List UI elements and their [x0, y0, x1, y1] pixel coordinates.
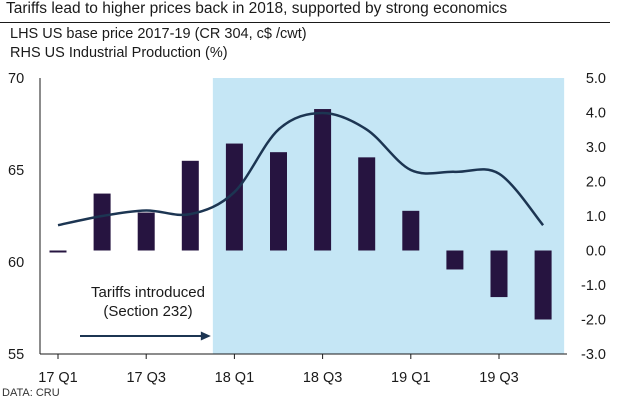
- right-tick-label: 1.0: [586, 209, 606, 225]
- bar-ip-2017-04: [93, 193, 111, 251]
- annotation-arrow-head: [200, 331, 211, 341]
- left-tick-label: 60: [8, 255, 24, 271]
- right-tick-label: 2.0: [586, 175, 606, 191]
- data-source: DATA: CRU: [2, 387, 60, 399]
- legend-rhs: RHS US Industrial Production (%): [10, 45, 228, 61]
- x-tick-label: 18 Q3: [303, 370, 343, 386]
- x-tick-label: 19 Q1: [391, 370, 431, 386]
- left-tick-label: 65: [8, 163, 24, 179]
- x-tick-label: 18 Q1: [215, 370, 255, 386]
- annotation-text: Tariffs introduced: [91, 284, 205, 301]
- chart-title: Tariffs lead to higher prices back in 20…: [6, 0, 508, 17]
- bar-ip-2017-10: [181, 160, 199, 251]
- left-tick-label: 70: [8, 71, 24, 87]
- right-tick-label: 4.0: [586, 106, 606, 122]
- bar-ip-2019-07: [490, 250, 508, 298]
- bar-ip-2019-01: [402, 210, 420, 251]
- bar-ip-2018-07: [314, 109, 332, 251]
- right-tick-label: 0.0: [586, 244, 606, 260]
- price-line: [57, 111, 545, 227]
- bar-ip-2018-10: [358, 157, 376, 251]
- left-tick-label: 55: [8, 347, 24, 363]
- bar-ip-2017-07: [137, 212, 155, 251]
- title-divider: [0, 22, 610, 23]
- bar-ip-2018-04: [270, 152, 287, 251]
- x-tick-label: 19 Q3: [479, 370, 519, 386]
- tariff-shaded-region: [212, 78, 565, 354]
- bar-ip-2019-10: [534, 250, 552, 320]
- right-tick-label: -2.0: [581, 313, 606, 329]
- right-tick-label: -3.0: [581, 347, 606, 363]
- right-tick-label: 3.0: [586, 140, 606, 156]
- bar-ip-2018-01: [225, 143, 243, 251]
- x-tick-label: 17 Q3: [126, 370, 166, 386]
- right-tick-label: -1.0: [581, 278, 606, 294]
- bar-ip-2017-01: [49, 250, 67, 253]
- bar-ip-2019-04: [446, 250, 464, 270]
- right-tick-label: 5.0: [586, 71, 606, 87]
- x-tick-label: 17 Q1: [38, 370, 78, 386]
- annotation-text: (Section 232): [103, 303, 192, 320]
- legend-lhs: LHS US base price 2017-19 (CR 304, c$ /c…: [10, 26, 307, 42]
